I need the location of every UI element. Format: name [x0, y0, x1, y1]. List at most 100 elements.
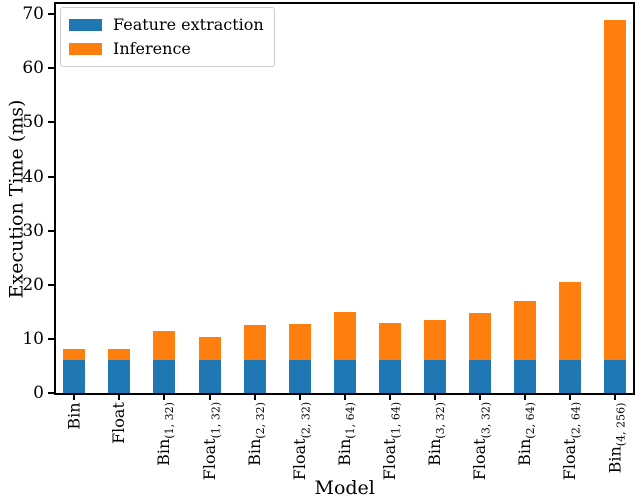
- y-tick-label: 40: [22, 166, 44, 187]
- legend-label: Feature extraction: [113, 15, 264, 34]
- bar-segment-inference: [333, 312, 356, 360]
- x-tick-label: Bin(4, 256): [605, 402, 628, 473]
- x-tick-label: Float(2, 64): [560, 401, 583, 481]
- y-tick-mark: [48, 283, 56, 286]
- y-tick-mark: [48, 229, 56, 232]
- y-tick-label: 50: [22, 112, 44, 133]
- x-tick-label-subscript: (1, 32): [163, 402, 177, 439]
- bar-segment-inference: [424, 319, 446, 360]
- x-tick-mark: [388, 393, 391, 400]
- x-tick-label: Float(2, 32): [289, 401, 313, 481]
- x-tick-label-subscript: (2, 32): [253, 402, 267, 439]
- x-tick-mark: [73, 393, 76, 400]
- legend-swatch-inference-icon: [69, 43, 102, 55]
- x-tick-label-main: Float: [380, 438, 400, 481]
- x-tick-label-main: Float: [560, 438, 580, 481]
- x-tick-mark: [163, 393, 166, 400]
- legend: Feature extraction Inference: [60, 7, 275, 67]
- x-tick-label-main: Bin: [424, 438, 444, 466]
- x-tick-label: Float(1, 32): [199, 401, 222, 481]
- bar-segment-feature-extraction: [424, 360, 446, 393]
- x-tick-label: Float(3, 32): [470, 401, 493, 481]
- x-tick-mark: [343, 393, 346, 400]
- y-tick-mark: [48, 67, 56, 70]
- bar-segment-inference: [559, 281, 582, 360]
- bar-segment-feature-extraction: [63, 360, 86, 393]
- x-tick-label: Bin(2, 32): [244, 402, 266, 466]
- bar-segment-feature-extraction: [559, 360, 582, 393]
- bar-segment-feature-extraction: [108, 360, 131, 393]
- x-tick-label: Bin(1, 32): [154, 402, 177, 466]
- x-tick-label-main: Float: [470, 438, 490, 481]
- x-tick-label-subscript: (4, 256): [614, 402, 628, 446]
- x-tick-label-subscript: (1, 64): [343, 402, 357, 439]
- y-tick-mark: [48, 175, 56, 178]
- x-tick-label: Float(1, 64): [380, 401, 403, 481]
- bar-segment-inference: [153, 331, 176, 360]
- bar-segment-feature-extraction: [469, 360, 492, 393]
- y-tick-label: 20: [22, 274, 44, 295]
- legend-entry: Inference: [69, 37, 264, 61]
- x-tick-label-subscript: (2, 64): [569, 401, 583, 439]
- y-tick-label: 0: [33, 383, 44, 403]
- x-axis-label: Model: [314, 477, 375, 499]
- y-tick-label: 10: [22, 328, 44, 349]
- bar-segment-inference: [243, 325, 266, 360]
- bar-segment-feature-extraction: [288, 360, 311, 393]
- x-tick-mark: [208, 393, 211, 400]
- bar-segment-feature-extraction: [198, 360, 221, 393]
- bar-segment-inference: [198, 337, 221, 360]
- x-tick-label-main: Bin: [515, 438, 535, 466]
- x-tick-label-subscript: (3, 32): [479, 401, 493, 439]
- x-tick-label: Bin(2, 64): [515, 402, 538, 466]
- x-tick-label: Bin(3, 32): [424, 402, 448, 466]
- x-tick-mark: [524, 393, 527, 400]
- y-axis-label-text: Execution Time (ms): [4, 99, 27, 298]
- bar-segment-feature-extraction: [153, 360, 176, 393]
- x-tick-label: Bin: [64, 401, 84, 430]
- x-tick-label-main: Bin: [605, 445, 625, 473]
- x-tick-label-subscript: (3, 32): [434, 402, 448, 439]
- y-tick-mark: [48, 337, 56, 340]
- bar-segment-feature-extraction: [514, 360, 537, 393]
- x-tick-mark: [434, 393, 436, 400]
- x-tick-label-main: Float: [289, 438, 309, 481]
- bar-segment-inference: [63, 348, 86, 360]
- bar-segment-inference: [514, 301, 537, 360]
- legend-swatch-feature-extraction-icon: [69, 19, 102, 31]
- y-tick-mark: [48, 13, 56, 16]
- x-tick-mark: [253, 393, 256, 400]
- legend-entry: Feature extraction: [69, 13, 264, 37]
- y-tick-label: 70: [22, 4, 44, 25]
- x-tick-mark: [614, 393, 617, 400]
- legend-label: Inference: [113, 39, 191, 58]
- bar-segment-inference: [378, 323, 401, 360]
- x-tick-mark: [479, 393, 482, 400]
- x-tick-label-main: Bin: [154, 438, 174, 466]
- x-tick-label-subscript: (1, 32): [208, 401, 222, 439]
- x-tick-label: Bin(1, 64): [334, 402, 357, 466]
- bar-segment-inference: [469, 312, 492, 360]
- y-tick-mark: [48, 121, 56, 124]
- bar-segment-feature-extraction: [604, 360, 627, 393]
- x-tick-label-main: Float: [199, 438, 219, 481]
- x-tick-mark: [118, 393, 121, 400]
- bar-segment-inference: [604, 19, 627, 360]
- x-tick-label-main: Bin: [64, 401, 84, 430]
- x-tick-label-subscript: (2, 64): [524, 402, 538, 439]
- x-tick-label-main: Float: [109, 402, 129, 444]
- plot-area: [54, 2, 635, 395]
- x-tick-label-main: Bin: [334, 438, 354, 466]
- bar-segment-inference: [288, 324, 311, 360]
- y-tick-label: 60: [22, 58, 44, 79]
- x-tick-label-subscript: (2, 32): [299, 401, 313, 439]
- x-tick-label: Float: [109, 402, 129, 444]
- x-tick-label-subscript: (1, 64): [389, 401, 403, 439]
- y-tick-label: 30: [22, 220, 44, 241]
- bar-segment-feature-extraction: [243, 360, 266, 393]
- x-tick-mark: [569, 393, 572, 400]
- bar-segment-feature-extraction: [378, 360, 401, 393]
- x-tick-label-main: Bin: [244, 438, 264, 466]
- bar-segment-inference: [108, 349, 131, 360]
- x-tick-mark: [298, 393, 301, 400]
